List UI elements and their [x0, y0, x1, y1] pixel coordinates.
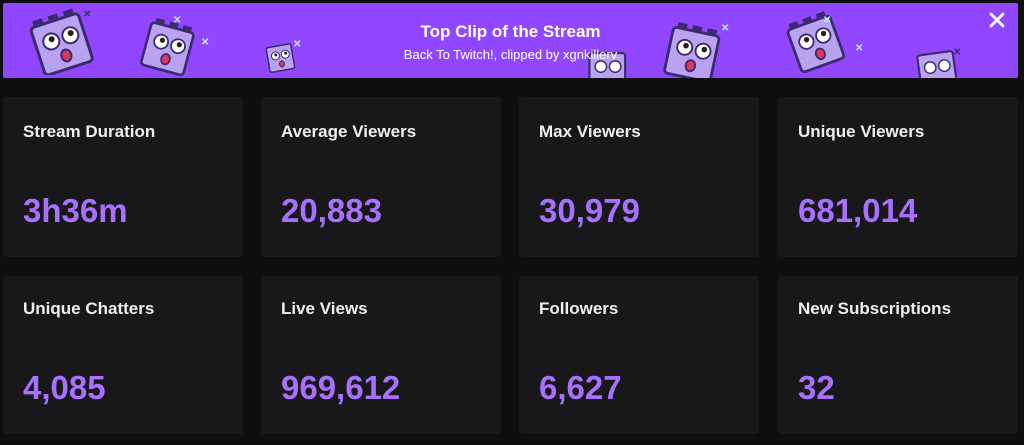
stat-card-unique-viewers: Unique Viewers 681,014 — [778, 97, 1018, 257]
sparkle-icon: ✕ — [953, 47, 962, 58]
stat-card-followers: Followers 6,627 — [519, 276, 759, 434]
stat-value: 3h36m — [23, 192, 128, 229]
sparkle-icon: ✕ — [293, 39, 302, 50]
surprised-box-emote-icon — [588, 51, 627, 78]
banner-title: Top Clip of the Stream — [420, 22, 601, 41]
stat-label: Average Viewers — [281, 122, 417, 141]
stat-card-new-subscriptions: New Subscriptions 32 — [778, 276, 1018, 434]
stat-label: New Subscriptions — [798, 299, 952, 318]
stat-value: 30,979 — [539, 192, 640, 229]
close-icon — [989, 12, 1005, 28]
stat-value: 32 — [798, 369, 835, 406]
sparkle-icon: ✕ — [173, 15, 182, 26]
stat-label: Live Views — [281, 299, 368, 318]
surprised-box-emote-icon — [916, 50, 959, 78]
sparkle-icon: ✕ — [721, 23, 730, 34]
sparkle-icon: ✕ — [855, 43, 864, 54]
stat-card-average-viewers: Average Viewers 20,883 — [261, 97, 501, 257]
stat-value: 969,612 — [281, 369, 401, 406]
banner-subtitle[interactable]: Back To Twitch!, clipped by xgnkillerv — [403, 47, 618, 62]
sparkle-icon: ✕ — [823, 15, 832, 26]
stat-label: Unique Chatters — [23, 299, 155, 318]
surprised-box-emote-icon — [29, 8, 94, 75]
stat-card-live-views: Live Views 969,612 — [261, 276, 501, 434]
stat-value: 20,883 — [281, 192, 382, 229]
close-button[interactable] — [984, 7, 1010, 33]
stat-label: Max Viewers — [539, 122, 641, 141]
stat-label: Unique Viewers — [798, 122, 925, 141]
stat-card-stream-duration: Stream Duration 3h36m — [3, 97, 243, 257]
surprised-box-emote-icon — [786, 11, 846, 73]
surprised-box-emote-icon — [265, 43, 296, 74]
stat-label: Followers — [539, 299, 619, 318]
stat-label: Stream Duration — [23, 122, 156, 141]
stat-value: 4,085 — [23, 369, 106, 406]
stat-value: 681,014 — [798, 192, 918, 229]
stat-card-max-viewers: Max Viewers 30,979 — [519, 97, 759, 257]
stat-value: 6,627 — [539, 369, 622, 406]
sparkle-icon: ✕ — [83, 9, 92, 20]
surprised-box-emote-icon — [663, 22, 721, 78]
sparkle-icon: ✕ — [201, 37, 210, 48]
surprised-box-emote-icon — [140, 17, 195, 77]
top-clip-banner[interactable]: ✕ ✕ ✕ ✕ ✕ ✕ ✕ ✕ Top Clip of the Stream B… — [3, 3, 1018, 78]
stat-card-unique-chatters: Unique Chatters 4,085 — [3, 276, 243, 434]
